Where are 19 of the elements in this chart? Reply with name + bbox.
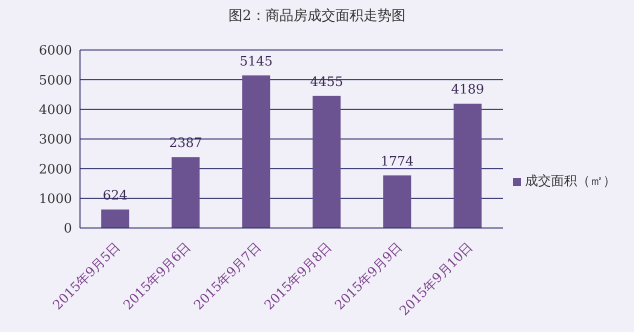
bar <box>312 96 341 228</box>
y-tick-label: 0 <box>64 222 72 237</box>
bar <box>454 104 482 228</box>
y-tick-label: 3000 <box>38 132 72 148</box>
data-label: 5145 <box>240 54 273 70</box>
chart-title: 图2：商品房成交面积走势图 <box>228 7 406 26</box>
bar <box>242 75 270 228</box>
y-tick-label: 1000 <box>38 192 72 207</box>
data-label: 4189 <box>451 82 484 98</box>
legend-label: 成交面积（㎡） <box>525 174 616 189</box>
y-tick-label: 6000 <box>38 44 72 59</box>
bar <box>172 157 200 228</box>
data-label: 1774 <box>380 154 414 170</box>
bar <box>383 175 412 228</box>
data-label: 2387 <box>169 136 202 152</box>
y-tick-label: 4000 <box>38 102 72 118</box>
bar <box>101 209 130 228</box>
y-tick-label: 5000 <box>38 73 72 88</box>
y-tick-label: 2000 <box>38 162 72 178</box>
